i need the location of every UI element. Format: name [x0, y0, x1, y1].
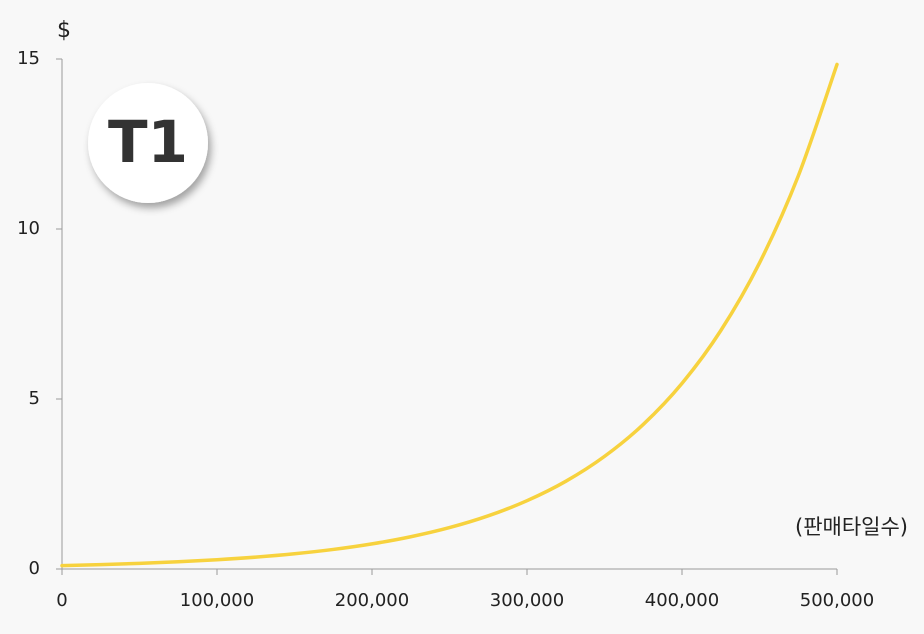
y-tick-label: 15 [17, 48, 40, 69]
x-tick-label: 400,000 [645, 590, 719, 611]
y-tick-label: 0 [29, 558, 40, 579]
y-tick-label: 5 [29, 388, 40, 409]
y-tick-label: 10 [17, 218, 40, 239]
x-axis-label: (판매타일수) [795, 515, 908, 539]
x-tick-label: 100,000 [180, 590, 254, 611]
x-tick-label: 500,000 [800, 590, 874, 611]
badge [88, 83, 208, 203]
x-tick-label: 300,000 [490, 590, 564, 611]
data-line [60, 62, 839, 568]
y-axis-label: $ [57, 18, 71, 43]
x-tick-label: 200,000 [335, 590, 409, 611]
x-tick-label: 0 [56, 590, 67, 611]
badge-label: T1 [108, 108, 188, 176]
